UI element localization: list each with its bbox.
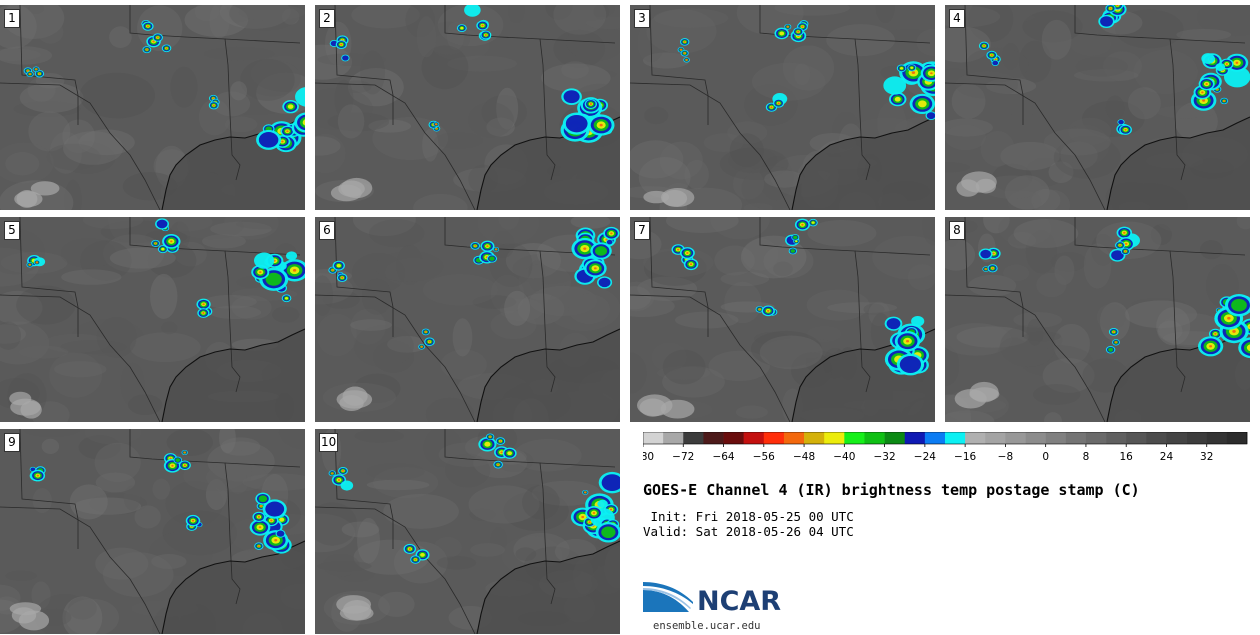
colorbar-tick-label: −8 xyxy=(998,451,1013,463)
colorbar-tick-label: 24 xyxy=(1160,451,1174,463)
colorbar-segment xyxy=(824,432,845,444)
colorbar-tick-label: −64 xyxy=(712,451,734,463)
colorbar-segment xyxy=(1206,432,1228,444)
colorbar-segment xyxy=(1025,432,1046,444)
colorbar-tick-label: −40 xyxy=(833,451,855,463)
colorbar-segment xyxy=(683,432,704,444)
panel-number-label: 1 xyxy=(4,9,20,28)
map-canvas xyxy=(315,429,620,634)
colorbar-tick-label: −72 xyxy=(672,451,694,463)
postage-stamp-panel: 3 xyxy=(630,5,935,210)
colorbar-segment xyxy=(804,432,825,444)
panel-number-label: 3 xyxy=(634,9,650,28)
map-canvas xyxy=(315,5,620,210)
postage-stamp-panel: 8 xyxy=(945,217,1250,422)
colorbar-segment xyxy=(763,432,785,444)
map-canvas xyxy=(315,217,620,422)
colorbar-tick-label: −48 xyxy=(793,451,815,463)
panel-number-label: 7 xyxy=(634,221,650,240)
colorbar-segment xyxy=(1186,432,1208,444)
postage-stamp-panel: 4 xyxy=(945,5,1250,210)
colorbar-segment xyxy=(985,432,1006,444)
map-canvas xyxy=(630,5,935,210)
panel-number-label: 10 xyxy=(319,433,339,452)
colorbar-segment xyxy=(1005,432,1026,444)
panel-number-label: 2 xyxy=(319,9,335,28)
colorbar-segment xyxy=(783,432,805,444)
colorbar-tick-label: −16 xyxy=(954,451,976,463)
colorbar-segment xyxy=(924,432,946,444)
colorbar-tick-label: 0 xyxy=(1042,451,1049,463)
init-time: Init: Fri 2018-05-25 00 UTC xyxy=(643,509,854,524)
colorbar-segment xyxy=(884,432,906,444)
site-url: ensemble.ucar.edu xyxy=(653,620,761,632)
colorbar-tick-label: −80 xyxy=(643,451,654,463)
map-canvas xyxy=(0,5,305,210)
map-canvas xyxy=(945,5,1250,210)
postage-stamp-panel: 5 xyxy=(0,217,305,422)
panel-number-label: 5 xyxy=(4,221,20,240)
postage-stamp-panel: 2 xyxy=(315,5,620,210)
colorbar-tick-label: 8 xyxy=(1083,451,1090,463)
postage-stamp-panel: 10 xyxy=(315,429,620,634)
colorbar-segment xyxy=(864,432,885,444)
colorbar-segment xyxy=(1085,432,1107,444)
colorbar-segment xyxy=(965,432,986,444)
valid-time: Valid: Sat 2018-05-26 04 UTC xyxy=(643,524,854,539)
colorbar-segment xyxy=(844,432,865,444)
panel-number-label: 8 xyxy=(949,221,965,240)
panel-number-label: 4 xyxy=(949,9,965,28)
panel-number-label: 9 xyxy=(4,433,20,452)
colorbar-tick-label: −56 xyxy=(753,451,775,463)
map-canvas xyxy=(630,217,935,422)
postage-stamp-panel: 6 xyxy=(315,217,620,422)
colorbar-segment xyxy=(1226,432,1248,444)
map-canvas xyxy=(0,429,305,634)
colorbar-segment xyxy=(1106,432,1127,444)
colorbar-tick-label: 16 xyxy=(1120,451,1134,463)
colorbar-segment xyxy=(1126,432,1147,444)
colorbar-segment xyxy=(1166,432,1187,444)
colorbar-tick-label: −24 xyxy=(914,451,936,463)
ncar-logo-icon xyxy=(643,582,693,612)
colorbar-segment xyxy=(1146,432,1167,444)
postage-stamp-panel: 9 xyxy=(0,429,305,634)
map-canvas xyxy=(945,217,1250,422)
colorbar-segment xyxy=(723,432,744,444)
colorbar-segment xyxy=(643,432,664,444)
figure-title: GOES-E Channel 4 (IR) brightness temp po… xyxy=(643,481,1140,499)
colorbar-segment xyxy=(945,432,966,444)
colorbar-tick-label: 32 xyxy=(1200,451,1213,463)
postage-stamp-panel: 7 xyxy=(630,217,935,422)
map-canvas xyxy=(0,217,305,422)
postage-stamp-panel: 1 xyxy=(0,5,305,210)
ncar-logo-text: NCAR xyxy=(697,586,782,617)
colorbar-segment xyxy=(663,432,684,444)
colorbar-tick-label: −32 xyxy=(874,451,896,463)
colorbar-segment xyxy=(743,432,765,444)
colorbar-segment xyxy=(703,432,724,444)
panel-number-label: 6 xyxy=(319,221,335,240)
colorbar-segment xyxy=(1045,432,1067,444)
colorbar-segment xyxy=(904,432,926,444)
colorbar-segment xyxy=(1065,432,1087,444)
